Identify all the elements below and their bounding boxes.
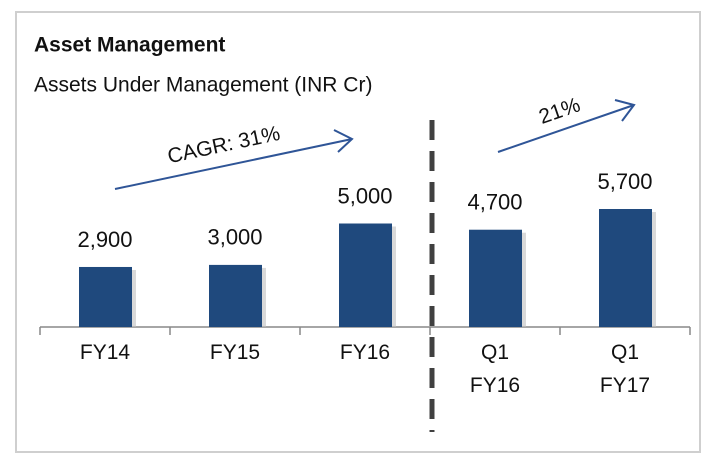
data-label: 4,700 <box>467 190 522 215</box>
chart-subtitle: Assets Under Management (INR Cr) <box>34 74 372 97</box>
x-tick-label: Q1 FY16 <box>469 341 521 397</box>
data-label: 5,700 <box>597 169 652 194</box>
data-label: 2,900 <box>77 227 132 252</box>
x-tick-label: Q1 FY17 <box>599 341 651 397</box>
bar <box>599 209 652 327</box>
bar <box>339 223 392 327</box>
chart-title: Asset Management <box>34 34 225 57</box>
arrows <box>114 99 636 190</box>
x-tick-label: FY15 <box>209 341 261 364</box>
bar <box>209 264 262 327</box>
data-label: 3,000 <box>207 225 262 250</box>
bar <box>79 266 132 327</box>
x-tick-label: FY16 <box>339 341 391 364</box>
arrow-head <box>333 129 354 153</box>
arrow <box>114 138 353 190</box>
bar <box>469 229 522 327</box>
data-label: 5,000 <box>337 183 392 208</box>
arrow-head <box>614 99 636 122</box>
arrow <box>497 104 635 153</box>
x-tick-label: FY14 <box>79 341 131 364</box>
